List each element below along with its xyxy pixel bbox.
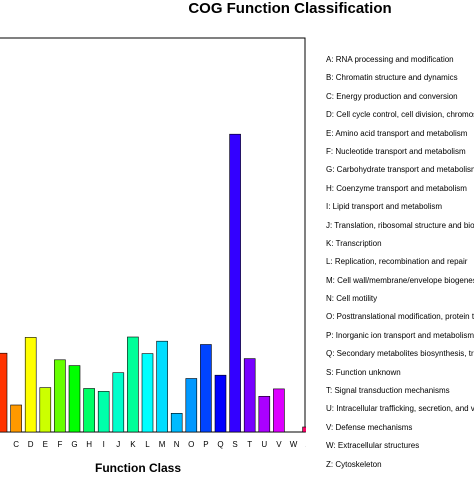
legend-item: B: Chromatin structure and dynamics: [326, 73, 474, 91]
x-tick-T: T: [247, 440, 252, 449]
legend-item: A: RNA processing and modification: [326, 55, 474, 73]
x-tick-K: K: [130, 440, 136, 449]
legend-item: Q: Secondary metabolites biosynthesis, t…: [326, 349, 474, 367]
bar-O: [186, 379, 197, 433]
bar-K: [127, 337, 138, 432]
legend-item: E: Amino acid transport and metabolism: [326, 129, 474, 147]
bar-V: [273, 389, 284, 432]
x-tick-labels: CDEFGHIJKLMNOPQSTUVWZ: [13, 440, 306, 449]
bar-G: [69, 366, 80, 432]
legend-item: F: Nucleotide transport and metabolism: [326, 147, 474, 165]
legend-item: D: Cell cycle control, cell division, ch…: [326, 110, 474, 128]
bar-I: [98, 391, 109, 432]
x-tick-M: M: [159, 440, 166, 449]
bar-N: [171, 413, 182, 432]
bar-S: [230, 134, 241, 432]
bar-L: [142, 354, 153, 432]
bar-C: [11, 405, 22, 432]
bar-T: [244, 359, 255, 432]
bar-H: [84, 389, 95, 433]
x-tick-F: F: [57, 440, 62, 449]
x-tick-O: O: [188, 440, 194, 449]
legend-item: S: Function unknown: [326, 368, 474, 386]
legend-item: L: Replication, recombination and repair: [326, 257, 474, 275]
legend-item: M: Cell wall/membrane/envelope biogenesi…: [326, 276, 474, 294]
x-tick-U: U: [261, 440, 267, 449]
legend-item: J: Translation, ribosomal structure and …: [326, 221, 474, 239]
legend-item: G: Carbohydrate transport and metabolism: [326, 165, 474, 183]
bar-D: [25, 337, 36, 432]
x-tick-Q: Q: [217, 440, 223, 449]
legend-item: N: Cell motility: [326, 294, 474, 312]
legend-item: O: Posttranslational modification, prote…: [326, 312, 474, 330]
x-tick-D: D: [28, 440, 34, 449]
bar-Z: [303, 427, 306, 432]
legend-item: K: Transcription: [326, 239, 474, 257]
legend-item: W: Extracellular structures: [326, 441, 474, 459]
x-tick-G: G: [71, 440, 77, 449]
bar-E: [40, 388, 51, 432]
x-tick-C: C: [13, 440, 19, 449]
bar-M: [157, 341, 168, 432]
bar-chart: CDEFGHIJKLMNOPQSTUVWZ: [0, 0, 306, 474]
bar-B: [0, 353, 7, 432]
x-tick-W: W: [290, 440, 298, 449]
bar-Q: [215, 375, 226, 432]
bar-P: [200, 345, 211, 433]
x-tick-I: I: [103, 440, 105, 449]
x-axis-label: Function Class: [95, 461, 181, 475]
legend-item: V: Defense mechanisms: [326, 423, 474, 441]
legend-item: P: Inorganic ion transport and metabolis…: [326, 331, 474, 349]
bar-U: [259, 396, 270, 432]
x-tick-V: V: [276, 440, 282, 449]
x-tick-E: E: [43, 440, 48, 449]
x-tick-N: N: [174, 440, 180, 449]
x-tick-J: J: [116, 440, 120, 449]
legend-item: Z: Cytoskeleton: [326, 460, 474, 478]
legend-item: H: Coenzyme transport and metabolism: [326, 184, 474, 202]
legend-item: U: Intracellular trafficking, secretion,…: [326, 404, 474, 422]
legend-item: C: Energy production and conversion: [326, 92, 474, 110]
bar-J: [113, 373, 124, 432]
legend-item: T: Signal transduction mechanisms: [326, 386, 474, 404]
x-tick-H: H: [86, 440, 92, 449]
x-tick-P: P: [203, 440, 208, 449]
x-tick-L: L: [145, 440, 150, 449]
bars-group: [0, 134, 306, 432]
x-tick-S: S: [232, 440, 237, 449]
legend-item: I: Lipid transport and metabolism: [326, 202, 474, 220]
bar-F: [54, 360, 65, 432]
